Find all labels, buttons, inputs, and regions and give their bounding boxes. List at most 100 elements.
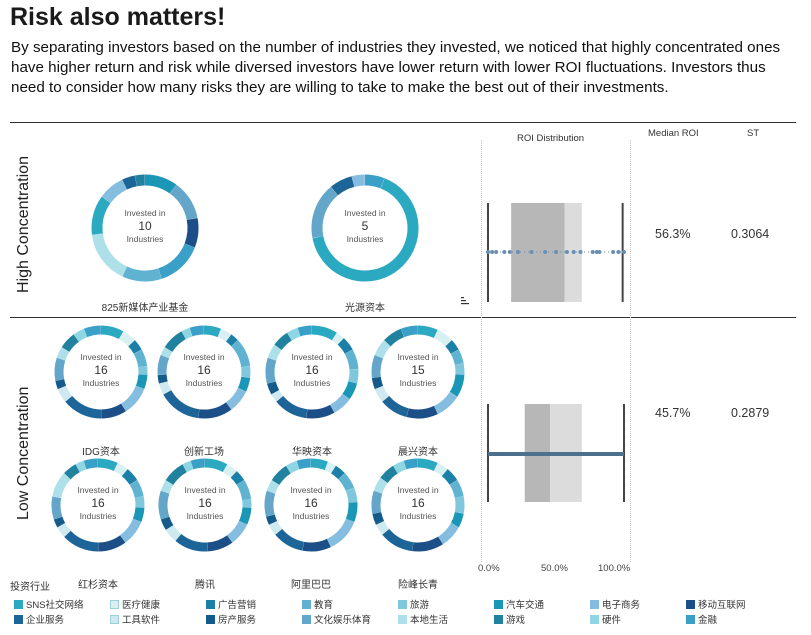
donut-segment[interactable] <box>393 460 407 474</box>
donut-segment[interactable] <box>445 340 459 355</box>
donut-segment[interactable] <box>348 369 359 384</box>
sort-icon[interactable] <box>461 296 469 306</box>
donut-segment[interactable] <box>119 518 142 543</box>
donut-segment[interactable] <box>64 464 81 480</box>
donut-segment[interactable] <box>207 535 233 552</box>
donut-segment[interactable] <box>265 357 277 384</box>
donut-segment[interactable] <box>374 385 390 402</box>
donut-segment[interactable] <box>433 391 458 415</box>
donut-segment[interactable] <box>375 520 390 535</box>
legend-item[interactable]: 游戏 <box>494 612 525 626</box>
donut-segment[interactable] <box>433 329 452 347</box>
donut-segment[interactable] <box>226 520 248 543</box>
donut-segment[interactable] <box>351 174 366 187</box>
legend-item[interactable]: 工具软件 <box>110 612 160 626</box>
donut-segment[interactable] <box>306 404 335 419</box>
donut-segment[interactable] <box>274 332 293 351</box>
donut-segment[interactable] <box>61 334 80 353</box>
investor-donut[interactable] <box>46 453 150 557</box>
donut-segment[interactable] <box>275 528 305 551</box>
donut-segment[interactable] <box>330 176 355 196</box>
investor-donut[interactable] <box>152 320 256 424</box>
donut-segment[interactable] <box>52 473 71 499</box>
donut-segment[interactable] <box>204 458 228 473</box>
donut-segment[interactable] <box>225 387 247 410</box>
legend-item[interactable]: 汽车交通 <box>494 597 544 611</box>
donut-segment[interactable] <box>417 458 438 472</box>
donut-segment[interactable] <box>329 393 350 413</box>
donut-segment[interactable] <box>268 520 283 535</box>
investor-donut[interactable] <box>259 453 363 557</box>
donut-segment[interactable] <box>181 327 193 340</box>
donut-segment[interactable] <box>100 325 124 340</box>
donut-segment[interactable] <box>380 465 399 484</box>
donut-segment[interactable] <box>384 328 405 347</box>
donut-segment[interactable] <box>310 458 329 471</box>
donut-segment[interactable] <box>158 490 170 520</box>
donut-segment[interactable] <box>230 471 245 485</box>
donut-segment[interactable] <box>302 538 331 552</box>
donut-segment[interactable] <box>382 528 414 552</box>
donut-segment[interactable] <box>164 331 187 353</box>
donut-segment[interactable] <box>332 332 344 345</box>
investor-donut[interactable] <box>366 453 470 557</box>
legend-item[interactable]: 金融 <box>686 612 717 626</box>
donut-segment[interactable] <box>91 233 128 277</box>
legend-item[interactable]: 文化娱乐体育 <box>302 612 371 626</box>
donut-segment[interactable] <box>169 184 198 221</box>
donut-segment[interactable] <box>296 458 312 470</box>
donut-segment[interactable] <box>454 496 465 514</box>
donut-segment[interactable] <box>182 460 194 473</box>
donut-segment[interactable] <box>406 405 438 419</box>
donut-segment[interactable] <box>128 340 142 355</box>
legend-item[interactable]: 医疗健康 <box>110 597 160 611</box>
donut-segment[interactable] <box>225 334 238 347</box>
donut-segment[interactable] <box>400 325 419 338</box>
investor-donut[interactable] <box>49 320 153 424</box>
donut-segment[interactable] <box>57 385 73 402</box>
legend-item[interactable]: 企业服务 <box>14 612 64 626</box>
donut-segment[interactable] <box>437 522 459 545</box>
legend-item[interactable]: 移动互联网 <box>686 597 746 611</box>
donut-segment[interactable] <box>189 325 205 337</box>
donut-segment[interactable] <box>326 518 355 548</box>
donut-segment[interactable] <box>165 524 182 541</box>
investor-donut[interactable] <box>305 168 425 288</box>
legend-item[interactable]: 广告营销 <box>206 597 256 611</box>
donut-segment[interactable] <box>120 385 145 412</box>
donut-segment[interactable] <box>403 458 419 470</box>
donut-segment[interactable] <box>433 462 448 477</box>
donut-segment[interactable] <box>337 338 353 355</box>
legend-item[interactable]: 本地生活 <box>398 612 448 626</box>
donut-segment[interactable] <box>144 174 177 194</box>
donut-segment[interactable] <box>101 179 128 204</box>
donut-segment[interactable] <box>118 331 135 347</box>
donut-segment[interactable] <box>184 217 199 248</box>
donut-segment[interactable] <box>57 522 71 537</box>
donut-segment[interactable] <box>324 461 336 474</box>
donut-segment[interactable] <box>97 535 126 552</box>
donut-segment[interactable] <box>113 462 128 477</box>
donut-segment[interactable] <box>65 395 102 419</box>
donut-segment[interactable] <box>134 496 145 508</box>
donut-segment[interactable] <box>73 328 88 342</box>
donut-segment[interactable] <box>157 243 195 279</box>
donut-segment[interactable] <box>122 266 162 282</box>
donut-segment[interactable] <box>91 196 111 235</box>
donut-segment[interactable] <box>311 186 339 239</box>
investor-donut[interactable] <box>85 168 205 288</box>
donut-segment[interactable] <box>64 530 99 552</box>
donut-segment[interactable] <box>364 174 385 189</box>
donut-segment[interactable] <box>382 395 409 418</box>
donut-segment[interactable] <box>312 178 419 282</box>
donut-segment[interactable] <box>97 458 118 472</box>
donut-segment[interactable] <box>454 363 465 375</box>
donut-segment[interactable] <box>190 458 206 470</box>
donut-segment[interactable] <box>122 175 138 190</box>
donut-segment[interactable] <box>222 464 237 478</box>
donut-segment[interactable] <box>412 536 443 552</box>
investor-donut[interactable] <box>153 453 257 557</box>
donut-segment[interactable] <box>441 469 458 486</box>
investor-donut[interactable] <box>260 320 364 424</box>
donut-segment[interactable] <box>100 403 126 419</box>
